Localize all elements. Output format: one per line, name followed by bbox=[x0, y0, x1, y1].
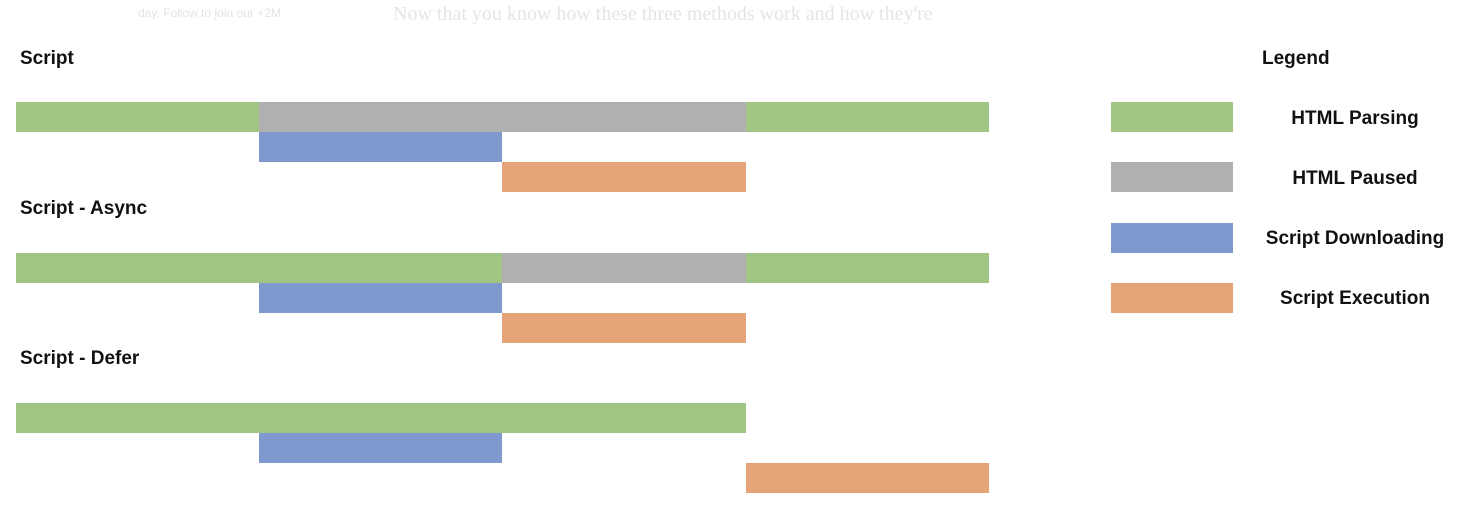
async-html-paused-bar bbox=[502, 253, 746, 283]
legend-label-html-parsing: HTML Parsing bbox=[1291, 108, 1419, 129]
defer-html-parsing-bar bbox=[16, 403, 746, 433]
script-downloading-bar bbox=[259, 132, 502, 162]
legend-label-script-downloading: Script Downloading bbox=[1265, 228, 1445, 249]
async-html-parsing-bar-1 bbox=[16, 253, 502, 283]
legend-label-html-paused: HTML Paused bbox=[1292, 168, 1418, 189]
script-execution-bar bbox=[502, 162, 746, 192]
legend-title: Legend bbox=[1262, 48, 1330, 69]
script-html-parsing-bar-2 bbox=[746, 102, 989, 132]
async-script-execution-bar bbox=[502, 313, 746, 343]
legend-label-script-execution: Script Execution bbox=[1280, 288, 1430, 309]
section-label-script-async: Script - Async bbox=[20, 198, 148, 219]
background-article-text: Now that you know how these three method… bbox=[393, 3, 933, 25]
legend-swatch-script-downloading bbox=[1111, 223, 1233, 253]
legend-swatch-html-parsing bbox=[1111, 102, 1233, 132]
script-html-paused-bar bbox=[259, 102, 746, 132]
defer-script-execution-bar bbox=[746, 463, 989, 493]
async-html-parsing-bar-2 bbox=[746, 253, 989, 283]
defer-script-downloading-bar bbox=[259, 433, 502, 463]
section-label-script-defer: Script - Defer bbox=[20, 348, 140, 369]
section-label-script: Script bbox=[20, 48, 74, 69]
legend-swatch-script-execution bbox=[1111, 283, 1233, 313]
background-follow-text: day. Follow to join our +2M bbox=[138, 6, 281, 20]
async-script-downloading-bar bbox=[259, 283, 502, 313]
script-html-parsing-bar-1 bbox=[16, 102, 259, 132]
legend-swatch-html-paused bbox=[1111, 162, 1233, 192]
